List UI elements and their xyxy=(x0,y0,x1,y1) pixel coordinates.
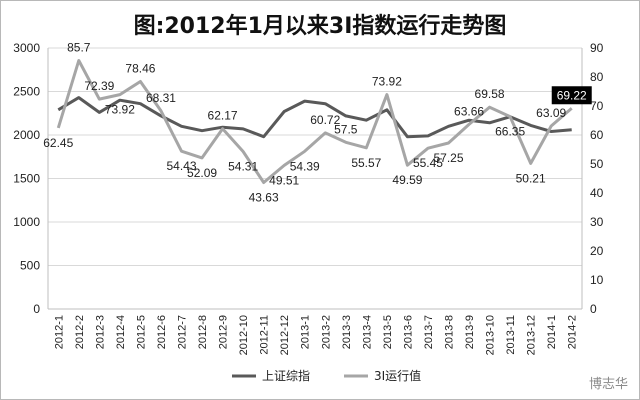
legend-label-3i-value: 3I运行值 xyxy=(374,368,421,383)
data-label: 62.17 xyxy=(208,109,238,123)
x-tick-label: 2012-1 xyxy=(53,315,65,349)
y-left-tick-label: 0 xyxy=(33,302,40,316)
x-tick-label: 2013-3 xyxy=(341,315,353,349)
data-label: 69.58 xyxy=(475,87,505,101)
y-right-tick-label: 40 xyxy=(590,186,604,200)
data-label: 73.92 xyxy=(105,103,135,117)
x-tick-label: 2012-5 xyxy=(135,315,147,349)
x-tick-label: 2012-11 xyxy=(259,315,271,355)
data-label: 62.45 xyxy=(43,136,73,150)
x-tick-label: 2013-1 xyxy=(300,315,312,349)
data-label: 54.31 xyxy=(228,160,258,174)
x-tick-label: 2014-2 xyxy=(567,315,579,349)
data-label: 52.09 xyxy=(187,166,217,180)
x-tick-label: 2012-7 xyxy=(177,315,189,349)
y-right-tick-label: 20 xyxy=(590,244,604,258)
data-label: 55.45 xyxy=(413,156,443,170)
series-line-3i-value xyxy=(56,59,573,184)
data-label: 85.7 xyxy=(67,40,91,54)
data-label-highlight xyxy=(551,86,592,105)
y-right-tick-label: 90 xyxy=(590,41,604,55)
data-label: 57.5 xyxy=(334,122,358,136)
data-label: 43.63 xyxy=(249,190,279,204)
x-tick-label: 2013-12 xyxy=(526,315,538,355)
x-tick-label: 2013-7 xyxy=(423,315,435,349)
x-tick-label: 2012-8 xyxy=(197,315,209,349)
x-tick-label: 2012-9 xyxy=(218,315,230,349)
chart-title: 图:2012年1月以来3I指数运行走势图 xyxy=(133,14,507,39)
x-tick-label: 2014-1 xyxy=(546,315,558,349)
y-right-tick-label: 70 xyxy=(590,99,604,113)
x-tick-label: 2012-4 xyxy=(115,315,127,349)
x-tick-label: 2013-6 xyxy=(402,315,414,349)
x-tick-label: 2012-2 xyxy=(74,315,86,349)
x-tick-label: 2012-12 xyxy=(279,315,291,355)
data-label: 50.21 xyxy=(516,171,546,185)
x-tick-label: 2012-6 xyxy=(156,315,168,349)
y-right-tick-label: 60 xyxy=(590,128,604,142)
y-left-tick-label: 2000 xyxy=(13,128,40,142)
data-label: 55.57 xyxy=(351,156,381,170)
data-label: 63.09 xyxy=(536,106,566,120)
x-tick-label: 2013-2 xyxy=(320,315,332,349)
legend-label-shanghai-index: 上证综指 xyxy=(262,368,310,383)
data-label: 54.39 xyxy=(290,159,320,173)
data-label: 78.46 xyxy=(125,61,155,75)
y-right-tick-label: 30 xyxy=(590,215,604,229)
x-tick-label: 2013-5 xyxy=(382,315,394,349)
x-tick-label: 2013-9 xyxy=(464,315,476,349)
x-tick-label: 2013-8 xyxy=(444,315,456,349)
y-left-tick-label: 1000 xyxy=(13,215,40,229)
series-line-shanghai-index xyxy=(57,96,572,139)
y-left-tick-label: 1500 xyxy=(13,172,40,186)
y-right-tick-label: 10 xyxy=(590,273,604,287)
y-left-tick-label: 2500 xyxy=(13,85,40,99)
data-label: 63.66 xyxy=(454,104,484,118)
y-left-tick-label: 3000 xyxy=(13,41,40,55)
x-tick-label: 2013-4 xyxy=(361,315,373,349)
data-label: 49.51 xyxy=(269,173,299,187)
x-tick-label: 2012-10 xyxy=(238,315,250,355)
y-right-tick-label: 0 xyxy=(590,302,597,316)
x-tick-label: 2012-3 xyxy=(94,315,106,349)
data-label: 72.39 xyxy=(84,79,114,93)
data-label: 69.22 xyxy=(557,88,587,102)
x-tick-label: 2013-11 xyxy=(505,315,517,355)
data-label: 66.35 xyxy=(495,125,525,139)
data-label: 60.72 xyxy=(310,113,340,127)
data-label: 68.31 xyxy=(146,91,176,105)
y-right-tick-label: 80 xyxy=(590,70,604,84)
data-label: 57.25 xyxy=(433,151,463,165)
data-label: 49.59 xyxy=(392,173,422,187)
data-label: 54.43 xyxy=(166,159,196,173)
x-tick-label: 2013-10 xyxy=(485,315,497,355)
data-label: 73.92 xyxy=(372,75,402,89)
y-right-tick-label: 50 xyxy=(590,157,604,171)
watermark: 博志华 xyxy=(588,377,628,392)
y-left-tick-label: 500 xyxy=(20,259,40,273)
